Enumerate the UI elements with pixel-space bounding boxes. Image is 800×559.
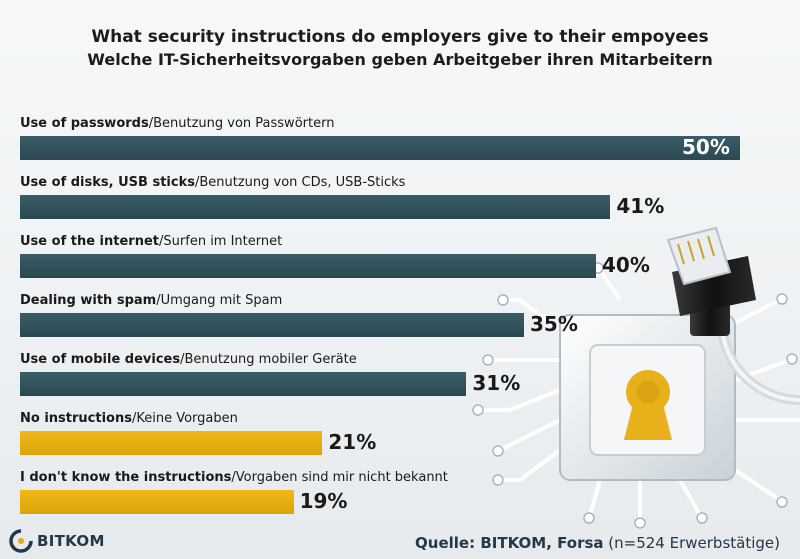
keyhole-icon [624,370,672,440]
category-label-en: Dealing with spam [20,293,157,308]
bar [20,195,611,219]
source-label: Quelle: BITKOM, Forsa [415,534,604,552]
bar [20,431,323,455]
category-label: Use of mobile devices/Benutzung mobiler … [20,352,357,367]
category-label: Use of passwords/Benutzung von Passwörte… [20,116,334,131]
value-label: 35% [530,312,578,336]
category-label: No instructions/Keine Vorgaben [20,411,238,426]
category-label-separator: / [231,470,236,485]
network-cable-icon [666,226,800,405]
bar [20,254,596,278]
category-label-de: Surfen im Internet [163,234,283,249]
category-label-separator: / [148,116,154,131]
category-label: Use of the internet/Surfen im Internet [20,234,282,249]
value-label: 19% [299,489,348,513]
source-note: Quelle: BITKOM, Forsa (n=524 Erwerbstäti… [415,534,780,552]
category-label-en: Use of mobile devices [20,352,181,367]
category-label: Dealing with spam/Umgang mit Spam [20,293,282,308]
category-label-de: Umgang mit Spam [160,293,283,308]
bitkom-logo: BITKOM [8,528,105,554]
value-label: 50% [682,135,730,159]
category-label-en: Use of the internet [20,234,160,249]
source-sample-size: (n=524 Erwerbstätige) [608,534,780,552]
category-label-de: Benutzung von CDs, USB-Sticks [199,175,406,190]
category-label-en: I don't know the instructions [20,470,232,485]
category-label-separator: / [194,175,200,190]
chart-subtitle: Welche IT-Sicherheitsvorgaben geben Arbe… [87,50,713,69]
bar [20,490,294,514]
bar [20,372,467,396]
category-label-de: Benutzung von Passwörtern [153,116,335,131]
category-label-en: Use of disks, USB sticks [20,175,195,190]
category-label-de: Benutzung mobiler Geräte [184,352,357,367]
category-label-de: Keine Vorgaben [136,411,238,426]
category-label-separator: / [156,293,161,308]
value-label: 40% [602,253,650,277]
value-label: 21% [328,430,377,454]
chart-title: What security instructions do employers … [91,27,709,47]
value-label: 31% [472,371,521,395]
category-label: Use of disks, USB sticks/Benutzung von C… [20,175,405,190]
bar [20,136,740,160]
bar [20,313,524,337]
category-label-de: Vorgaben sind mir nicht bekannt [235,470,448,485]
category-label-separator: / [159,234,164,249]
category-label-en: No instructions [20,411,132,426]
category-label-separator: / [180,352,185,367]
bitkom-logo-icon [9,529,33,553]
category-label-separator: / [131,411,137,426]
category-label-en: Use of passwords [20,116,149,131]
bitkom-logo-text: BITKOM [37,532,105,550]
value-label: 41% [616,194,665,218]
category-label: I don't know the instructions/Vorgaben s… [20,470,448,485]
